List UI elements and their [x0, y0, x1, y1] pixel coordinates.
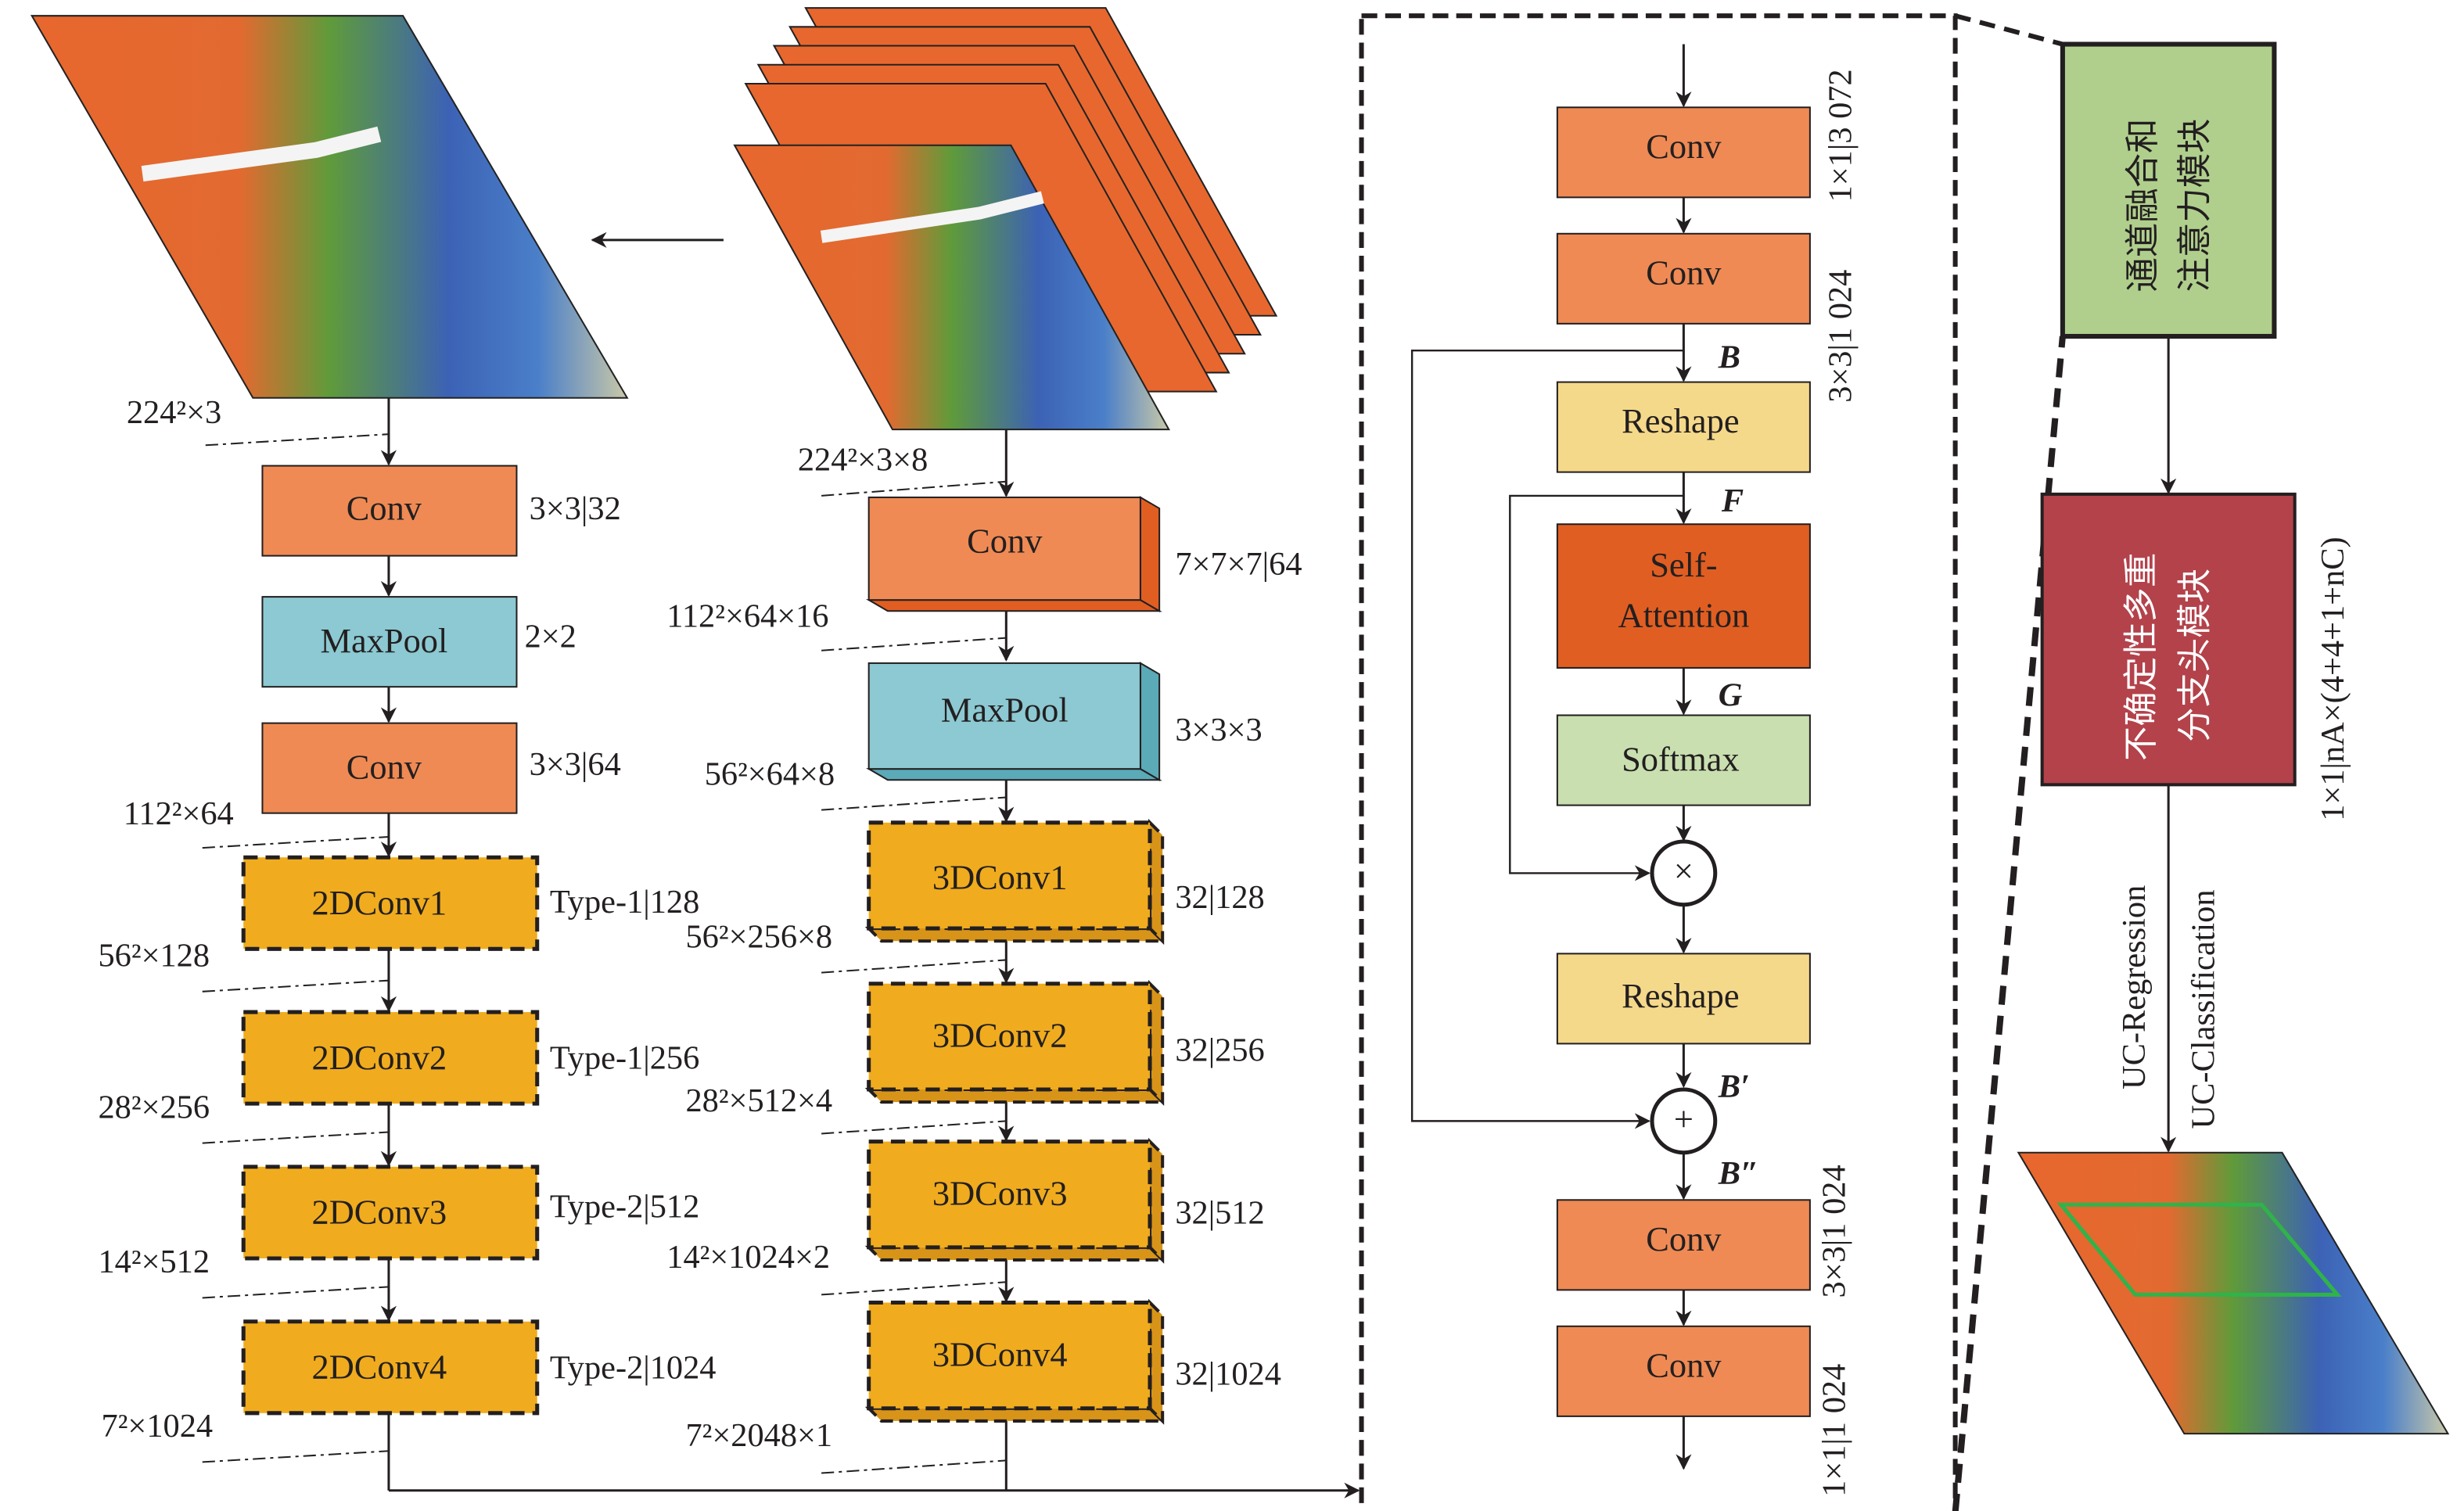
attn-self-attention-block	[1556, 523, 1811, 669]
merge-connector	[387, 1412, 1360, 1498]
dim-label: 28²×256	[98, 1089, 210, 1125]
block-label: MaxPool	[320, 621, 447, 660]
symbol-b-prime: B′	[1718, 1068, 1750, 1105]
dim-label: 224²×3×8	[798, 442, 928, 479]
dim-label: 28²×512×4	[685, 1082, 832, 1119]
param-label: 3×3|32	[530, 490, 621, 527]
block-label: Attention	[1618, 596, 1750, 635]
dim-label: 56²×128	[98, 938, 210, 974]
block-label: 2DConv4	[311, 1348, 447, 1387]
dim-label: 56²×64×8	[705, 756, 835, 792]
param-label: 2×2	[525, 619, 576, 655]
dim-label: 7²×2048×1	[685, 1417, 832, 1454]
head-section: 通道融合和 注意力模块 不确定性多重 分支头模块 1×1|nA×(4+4+1+n…	[2017, 41, 2450, 1435]
attn-softmax-block	[1556, 714, 1811, 806]
add-symbol: +	[1674, 1100, 1694, 1139]
middle-3d-branch: 224²×3×8 Conv 7×7×7|64 112²×64×16 MaxPoo…	[666, 429, 1302, 1474]
left-maxpool-block	[261, 596, 518, 688]
param-label: 1×1|1 024	[1816, 1364, 1852, 1497]
symbol-b-double-prime: B″	[1718, 1155, 1759, 1192]
param-label: 1×1|3 072	[1822, 69, 1859, 202]
param-label: Type-2|1024	[550, 1349, 717, 1386]
param-label: Type-1|128	[550, 884, 699, 921]
attn-reshape1-block	[1556, 381, 1811, 473]
block-label: Conv	[1646, 1345, 1722, 1384]
dim-label: 112²×64×16	[666, 598, 828, 634]
dim-label: 56²×256×8	[685, 918, 832, 955]
block-label: Conv	[1646, 127, 1722, 166]
left-2dconv1-block	[241, 855, 540, 951]
block-label: Conv	[347, 488, 422, 527]
param-label: Type-2|512	[550, 1189, 699, 1226]
attn-reshape2-block	[1556, 953, 1811, 1045]
param-label: 3×3|1 024	[1816, 1165, 1852, 1297]
block-label: MaxPool	[941, 691, 1069, 730]
head-param-label: 1×1|nA×(4+4+1+nC)	[2315, 537, 2351, 820]
dim-label: 224²×3	[127, 394, 221, 431]
symbol-b: B	[1718, 339, 1740, 375]
attn-conv2-block	[1556, 232, 1811, 325]
param-label: 3×3×3	[1175, 712, 1262, 748]
symbol-f: F	[1721, 483, 1744, 519]
block-label: 3DConv3	[932, 1173, 1068, 1212]
block-label: 2DConv3	[311, 1193, 447, 1232]
dim-label: 14²×512	[98, 1244, 210, 1280]
head-label-2: 分支头模块	[2175, 569, 2214, 742]
middle-3dconv2-block: 3DConv2	[864, 979, 1167, 1107]
param-label: Type-1|256	[550, 1040, 699, 1077]
multiply-symbol: ×	[1674, 852, 1694, 891]
left-2d-branch: 224²×3 Conv 3×3|32 MaxPool 2×2 Conv 3×3|…	[98, 394, 717, 1463]
block-label: Conv	[1646, 253, 1722, 292]
block-label: Conv	[967, 522, 1043, 561]
block-label: Reshape	[1622, 976, 1739, 1015]
middle-3dconv4-block: 3DConv4	[864, 1298, 1167, 1425]
middle-maxpool-block: MaxPool	[865, 662, 1162, 782]
head-label-1: 不确定性多重	[2121, 553, 2160, 761]
block-label: 3DConv1	[932, 858, 1068, 897]
input-clip-images	[733, 7, 1278, 431]
param-label: 3×3|64	[530, 746, 621, 783]
left-2dconv3-block	[241, 1165, 540, 1261]
param-label: 32|1024	[1175, 1355, 1281, 1392]
param-label: 3×3|1 024	[1822, 270, 1859, 403]
attn-conv1-block	[1556, 106, 1811, 199]
attention-module: Conv Conv B Reshape F Self- Attention G …	[1410, 44, 1859, 1497]
block-label: Reshape	[1622, 401, 1739, 440]
middle-3dconv1-block: 3DConv1	[864, 818, 1167, 946]
left-2dconv2-block	[241, 1010, 540, 1106]
dim-label: 112²×64	[124, 795, 234, 832]
input-frame-image	[30, 15, 629, 399]
symbol-g: G	[1719, 677, 1743, 713]
middle-3dconv3-block: 3DConv3	[864, 1137, 1167, 1264]
fusion-label-1: 通道融合和	[2123, 118, 2162, 292]
param-label: 32|256	[1175, 1032, 1264, 1069]
output-detection-image	[2017, 1151, 2450, 1435]
param-label: 32|128	[1175, 879, 1264, 916]
fusion-label-2: 注意力模块	[2175, 118, 2214, 292]
block-label: 3DConv4	[932, 1334, 1068, 1373]
block-label: Conv	[347, 747, 422, 786]
fusion-attention-module-block	[2060, 41, 2277, 339]
uc-regression-label: UC-Regression	[2116, 885, 2153, 1089]
uncertainty-multi-branch-head-block	[2040, 492, 2297, 787]
dim-label: 14²×1024×2	[666, 1239, 830, 1276]
fusion-module-detail-frame	[1359, 13, 1958, 1511]
block-label: Conv	[1646, 1219, 1722, 1258]
left-conv1-block	[261, 465, 518, 557]
param-label: 7×7×7|64	[1175, 546, 1302, 583]
block-label: Softmax	[1622, 739, 1739, 778]
attn-conv4-block	[1556, 1325, 1811, 1417]
block-label: 2DConv2	[311, 1038, 447, 1077]
uc-classification-label: UC-Classification	[2186, 889, 2222, 1129]
left-2dconv4-block	[241, 1319, 540, 1416]
block-label: Self-	[1650, 545, 1717, 584]
block-label: 3DConv2	[932, 1016, 1068, 1055]
param-label: 32|512	[1175, 1195, 1264, 1232]
block-label: 2DConv1	[311, 883, 447, 922]
middle-conv-block: Conv	[865, 496, 1162, 613]
dim-label: 7²×1024	[102, 1408, 214, 1445]
